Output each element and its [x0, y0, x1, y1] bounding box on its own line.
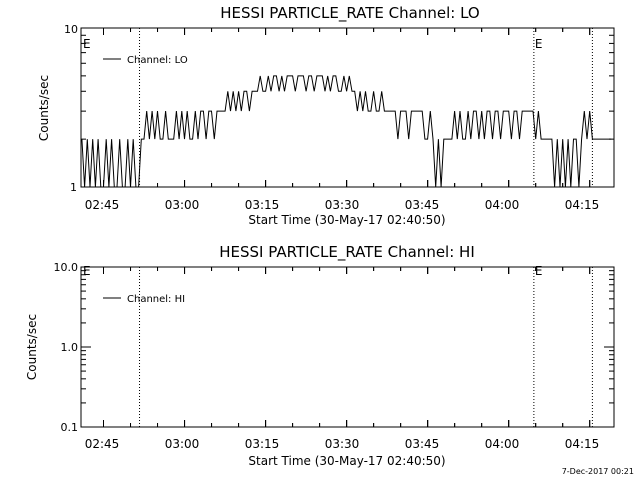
- event-marker-label: E: [535, 264, 543, 278]
- panel-lo: HESSI PARTICLE_RATE Channel: LO E E 10 1…: [37, 4, 615, 227]
- panel-hi-xtick-label: 04:00: [485, 437, 520, 451]
- panel-lo-ytick-label-bottom: 1: [70, 181, 77, 194]
- panel-lo-xtick-label: 03:30: [325, 198, 360, 212]
- panel-lo-markers: E: [139, 28, 593, 187]
- panel-lo-ylabel: Counts/sec: [37, 75, 51, 141]
- panel-lo-xtick-label: 04:15: [565, 198, 600, 212]
- event-marker-label: E: [535, 37, 543, 51]
- panel-hi-xtick-label: 03:45: [405, 437, 440, 451]
- panel-lo-xlabel: Start Time (30-May-17 02:40:50): [248, 213, 445, 227]
- panel-hi-xlabel: Start Time (30-May-17 02:40:50): [248, 454, 445, 468]
- panel-hi-xtick-label: 03:30: [325, 437, 360, 451]
- panel-hi-legend: Channel: HI: [103, 294, 185, 305]
- panel-lo-xtick-label: 03:45: [405, 198, 440, 212]
- panel-hi-ylabel: Counts/sec: [25, 314, 39, 380]
- panel-lo-legend-label: Channel: LO: [127, 55, 188, 66]
- panel-hi-xtick-label: 04:15: [565, 437, 600, 451]
- panel-hi-legend-label: Channel: HI: [127, 294, 185, 305]
- panel-hi-ticks: [81, 266, 614, 428]
- panel-hi-xtick-label: 03:00: [165, 437, 200, 451]
- panel-lo-xtick-label: 02:45: [85, 198, 120, 212]
- panel-hi: HESSI PARTICLE_RATE Channel: HI E E 10.0…: [25, 243, 615, 468]
- panel-hi-left-marker-label: E: [83, 264, 91, 278]
- panel-hi-xtick-label: 03:15: [245, 437, 280, 451]
- panel-lo-legend: Channel: LO: [103, 55, 188, 66]
- panel-lo-xtick-labels: 02:45 03:00 03:15 03:30 03:45 04:00 04:1…: [85, 198, 600, 212]
- panel-lo-left-marker-label: E: [83, 37, 91, 51]
- series-line-channel-lo: [81, 75, 612, 188]
- footer-date: 7-Dec-2017 00:21: [562, 467, 634, 476]
- panel-lo-frame: [80, 27, 615, 188]
- panel-lo-xtick-label: 03:00: [165, 198, 200, 212]
- panel-lo-ytick-label-top: 10: [64, 23, 78, 36]
- panel-hi-ytick-label-bottom: 0.1: [61, 421, 79, 434]
- panel-hi-ytick-label-mid: 1.0: [61, 341, 79, 354]
- panel-hi-markers: E: [139, 264, 593, 427]
- panel-lo-xtick-label: 03:15: [245, 198, 280, 212]
- panel-hi-title: HESSI PARTICLE_RATE Channel: HI: [219, 243, 475, 262]
- panel-lo-xtick-label: 04:00: [485, 198, 520, 212]
- panel-hi-xtick-label: 02:45: [85, 437, 120, 451]
- panel-hi-xtick-labels: 02:45 03:00 03:15 03:30 03:45 04:00 04:1…: [85, 437, 600, 451]
- panel-hi-ytick-label-top: 10.0: [54, 261, 79, 274]
- panel-lo-title: HESSI PARTICLE_RATE Channel: LO: [220, 4, 479, 23]
